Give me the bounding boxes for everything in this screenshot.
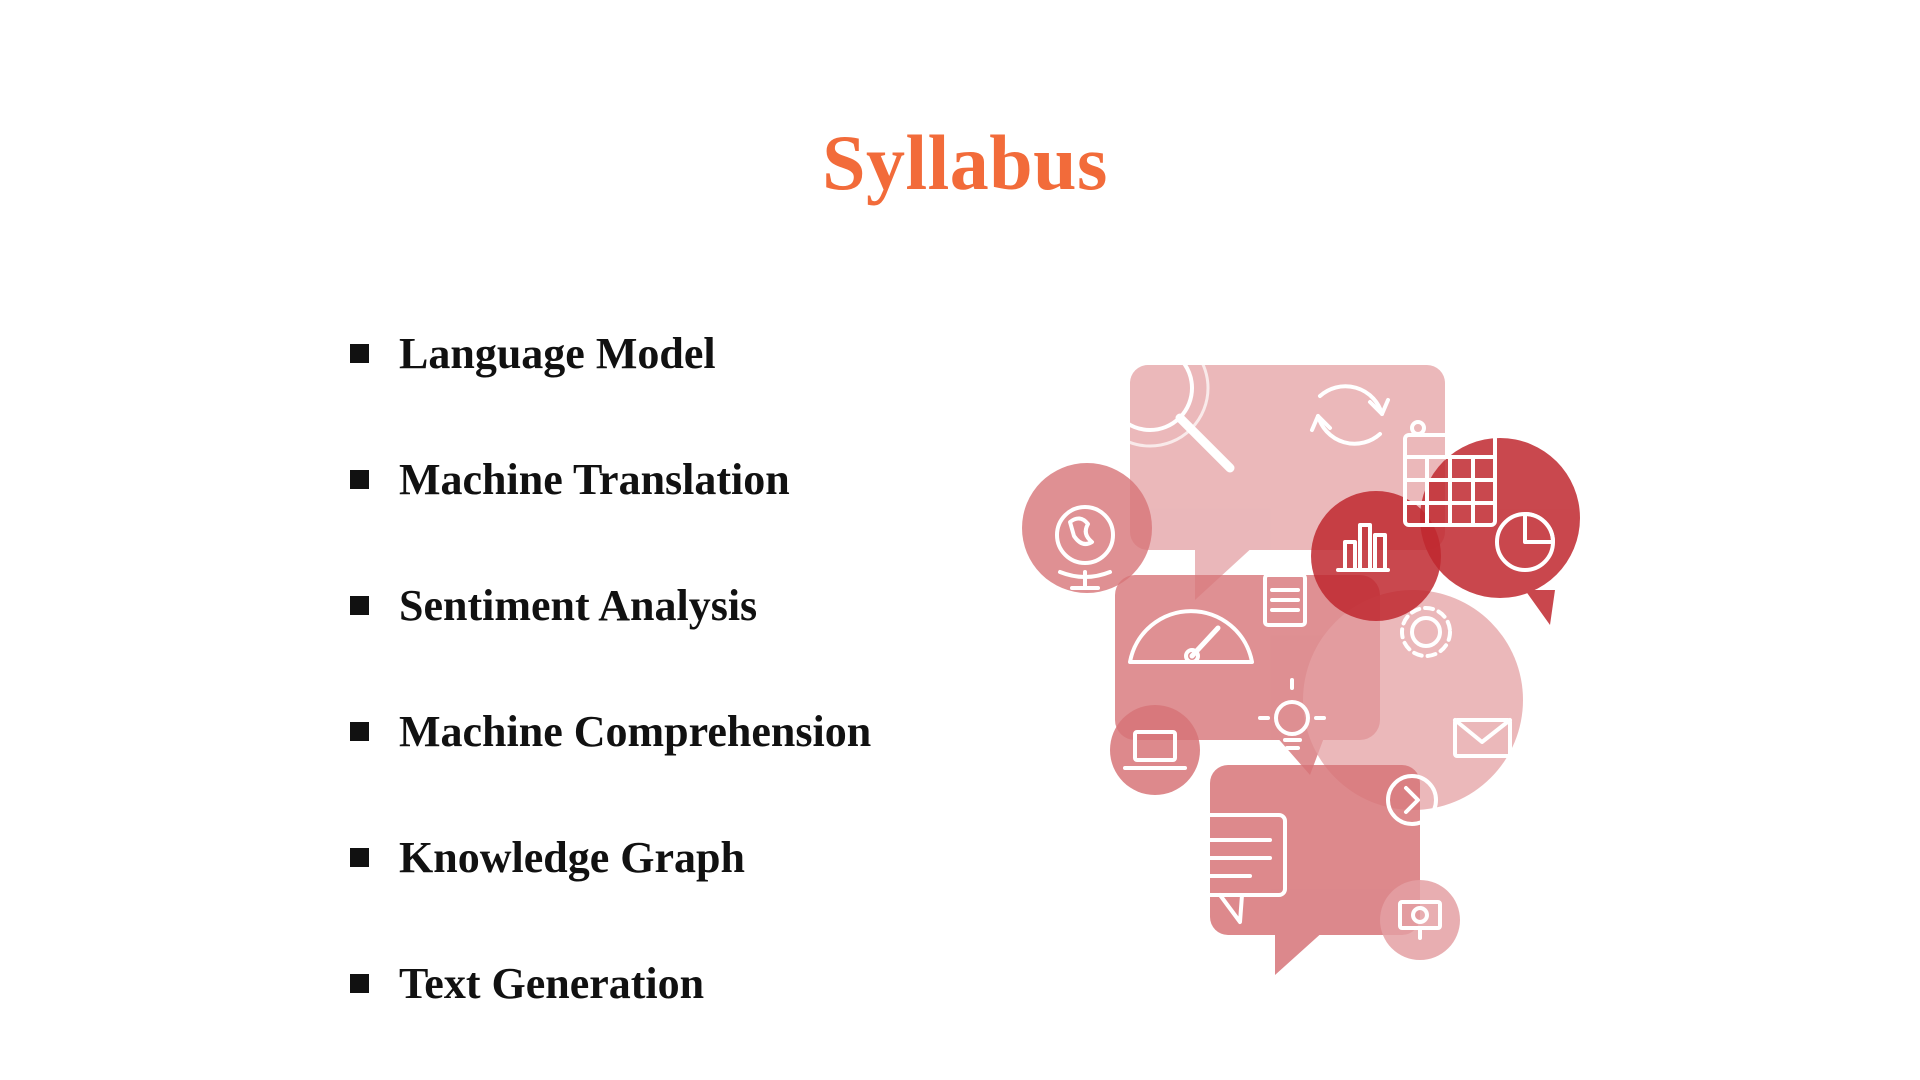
laptop-icon bbox=[1123, 730, 1187, 770]
gauge-icon bbox=[1128, 609, 1254, 664]
list-item: Knowledge Graph bbox=[350, 794, 871, 920]
list-item: Language Model bbox=[350, 290, 871, 416]
list-item: Machine Comprehension bbox=[350, 668, 871, 794]
envelope-icon bbox=[1453, 718, 1512, 758]
presentation-icon bbox=[1398, 900, 1442, 940]
square-bullet-icon bbox=[350, 973, 369, 993]
list-item-label: Knowledge Graph bbox=[399, 832, 745, 882]
calendar-icon bbox=[1403, 420, 1497, 527]
square-bullet-icon bbox=[350, 847, 369, 867]
list-item-label: Sentiment Analysis bbox=[399, 580, 758, 630]
laptop-circle bbox=[1110, 705, 1200, 795]
list-item-label: Text Generation bbox=[399, 958, 705, 1008]
list-item: Text Generation bbox=[350, 920, 871, 1046]
bar-chart-icon bbox=[1336, 523, 1390, 572]
bottom-speech-bubble bbox=[1210, 765, 1420, 975]
list-item: Sentiment Analysis bbox=[350, 542, 871, 668]
square-bullet-icon bbox=[350, 721, 369, 741]
square-bullet-icon bbox=[350, 469, 369, 489]
square-bullet-icon bbox=[350, 343, 369, 363]
slide-title: Syllabus bbox=[822, 119, 1108, 206]
syllabus-list: Language Model Machine Translation Senti… bbox=[350, 290, 871, 1046]
pie-chart-icon bbox=[1495, 512, 1555, 572]
square-bullet-icon bbox=[350, 595, 369, 615]
refresh-icon bbox=[1310, 384, 1390, 446]
list-item-label: Machine Comprehension bbox=[399, 706, 872, 756]
chat-lines-icon bbox=[1178, 813, 1287, 924]
list-item-label: Language Model bbox=[399, 328, 716, 378]
gear-icon bbox=[1400, 606, 1452, 658]
notepad-icon bbox=[1263, 573, 1307, 627]
search-icon bbox=[1090, 328, 1235, 473]
lightbulb-icon bbox=[1258, 678, 1326, 750]
globe-icon bbox=[1055, 505, 1115, 590]
chevron-right-icon bbox=[1386, 774, 1438, 826]
chat-bubbles-illustration bbox=[1022, 328, 1580, 975]
list-item: Machine Translation bbox=[350, 416, 871, 542]
list-item-label: Machine Translation bbox=[399, 454, 790, 504]
